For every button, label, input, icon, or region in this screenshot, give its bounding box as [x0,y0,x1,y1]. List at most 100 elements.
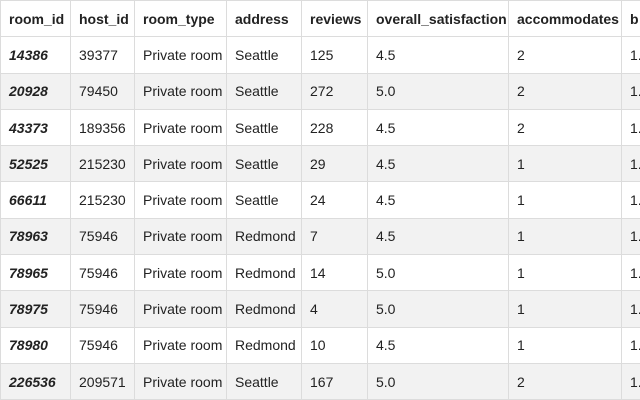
table-cell: Private room [134,362,227,400]
table-cell: 215230 [70,181,135,219]
table-cell: Seattle [226,145,302,183]
table-cell: 189356 [70,108,135,147]
table-cell: Private room [134,181,227,219]
table-cell: Private room [134,290,227,328]
table-cell: Redmond [226,290,302,328]
table-cell: 1 [508,145,622,183]
table-cell: 272 [301,72,368,110]
table-cell: Redmond [226,217,302,256]
row-key-cell: 52525 [0,145,71,183]
table-cell: 4.5 [367,36,509,74]
table-cell: 5.0 [367,290,509,328]
table-cell: Seattle [226,181,302,219]
table-cell: 10 [301,326,368,364]
table-cell: 215230 [70,145,135,183]
table-cell: 5.0 [367,362,509,400]
table-cell: 1 [508,181,622,219]
table-cell: 2 [508,36,622,74]
table-cell: 1. [621,108,640,147]
table-cell: 1 [508,290,622,328]
table-cell: Private room [134,217,227,256]
table-cell: 1. [621,36,640,74]
table-cell: 29 [301,145,368,183]
row-key-cell: 43373 [0,108,71,147]
table-cell: 75946 [70,326,135,364]
row-key-cell: 78980 [0,326,71,364]
table-cell: Seattle [226,108,302,147]
table-cell: 4.5 [367,217,509,256]
table-cell: Seattle [226,36,302,74]
table-cell: 1 [508,326,622,364]
table-cell: 1. [621,217,640,256]
row-key-cell: 78975 [0,290,71,328]
table-cell: 4.5 [367,326,509,364]
table-cell: 24 [301,181,368,219]
table-cell: 5.0 [367,72,509,110]
row-key-cell: 78965 [0,254,71,292]
row-key-cell: 226536 [0,362,71,400]
table-cell: 1. [621,254,640,292]
row-key-cell: 20928 [0,72,71,110]
table-cell: 2 [508,362,622,400]
table-cell: 209571 [70,362,135,400]
table-cell: 1. [621,362,640,400]
row-key-cell: 78963 [0,217,71,256]
table-cell: Redmond [226,326,302,364]
column-header: room_type [134,0,227,38]
table-cell: 1. [621,290,640,328]
table-cell: 1. [621,326,640,364]
table-cell: 2 [508,72,622,110]
table-cell: 125 [301,36,368,74]
table-cell: Redmond [226,254,302,292]
row-key-cell: 14386 [0,36,71,74]
table-cell: 1. [621,181,640,219]
table-cell: 14 [301,254,368,292]
table-cell: Private room [134,326,227,364]
table-cell: Seattle [226,362,302,400]
table-cell: 75946 [70,254,135,292]
table-cell: 2 [508,108,622,147]
table-cell: 5.0 [367,254,509,292]
table-cell: 228 [301,108,368,147]
column-header: room_id [0,0,71,38]
table-cell: 79450 [70,72,135,110]
table-cell: 39377 [70,36,135,74]
table-cell: Private room [134,145,227,183]
table-cell: 4.5 [367,145,509,183]
column-header: host_id [70,0,135,38]
table-cell: Private room [134,36,227,74]
table-cell: 4 [301,290,368,328]
column-header: accommodates [508,0,622,38]
table-cell: 4.5 [367,108,509,147]
table-cell: Private room [134,254,227,292]
table-cell: 1. [621,72,640,110]
table-cell: 1 [508,217,622,256]
table-cell: Private room [134,108,227,147]
table-cell: 7 [301,217,368,256]
column-header: reviews [301,0,368,38]
table-cell: Private room [134,72,227,110]
row-key-cell: 66611 [0,181,71,219]
table-cell: 1. [621,145,640,183]
table-cell: Seattle [226,72,302,110]
table-cell: 167 [301,362,368,400]
header-row: room_id host_id room_type address reviews ove… [0,0,640,38]
table-cell: 75946 [70,290,135,328]
table-cell: 4.5 [367,181,509,219]
table-cell: 1 [508,254,622,292]
column-header: b [621,0,640,38]
column-header: address [226,0,302,38]
